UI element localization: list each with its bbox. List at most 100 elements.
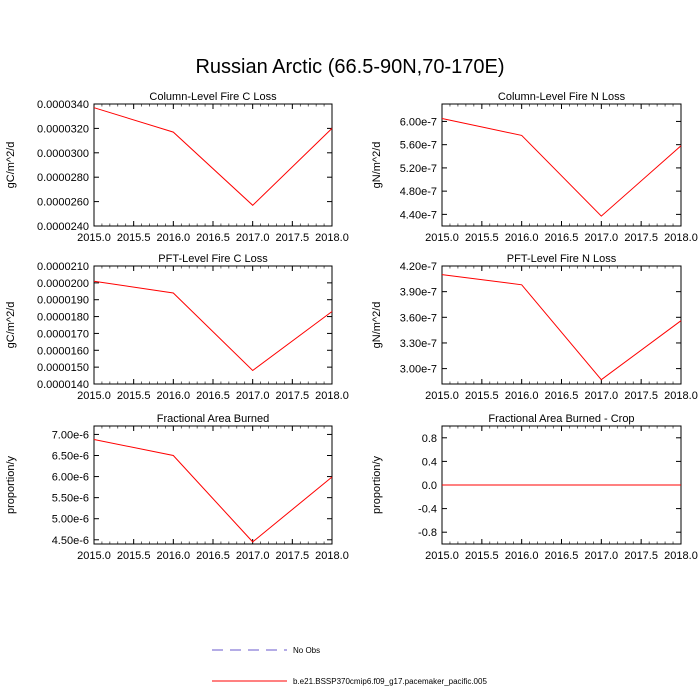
x-tick-label: 2017.5 <box>276 550 310 562</box>
x-tick-label: 2016.5 <box>196 390 230 402</box>
y-tick-label: 6.00e-6 <box>52 472 89 484</box>
y-tick-label: 0.0000150 <box>37 362 89 374</box>
plot-frame <box>93 425 333 545</box>
figure-title: Russian Arctic (66.5-90N,70-170E) <box>195 56 505 78</box>
x-tick-label: 2017.5 <box>624 232 658 244</box>
y-tick-label: 4.20e-7 <box>400 261 437 273</box>
chart-panel-1: Column-Level Fire C Loss gC/m^2/d 2015.0 20… <box>5 91 349 244</box>
x-tick-label: 2015.5 <box>117 232 151 244</box>
y-tick-label: 5.60e-7 <box>400 140 437 152</box>
y-tick-label: 0.0000200 <box>37 278 89 290</box>
y-tick-label: 3.30e-7 <box>400 338 437 350</box>
y-tick-label: 7.00e-6 <box>52 429 89 441</box>
panel-title: Fractional Area Burned - Crop <box>488 413 634 425</box>
y-tick-label: 5.50e-6 <box>52 493 89 505</box>
series-line <box>93 280 333 372</box>
chart-panel-3: PFT-Level Fire C Loss gC/m^2/d 2015.0 2015.… <box>5 253 349 402</box>
x-tick-label: 2017.0 <box>585 232 619 244</box>
x-tick-label: 2015.0 <box>77 390 111 402</box>
x-tick-label: 2016.0 <box>505 390 539 402</box>
y-tick-label: 4.50e-6 <box>52 535 89 547</box>
y-axis-label: gN/m^2/d <box>371 142 383 189</box>
y-tick-label: 3.90e-7 <box>400 287 437 299</box>
x-tick-label: 2016.0 <box>505 232 539 244</box>
chart-panel-4: PFT-Level Fire N Loss gN/m^2/d 2015.0 2015.… <box>371 253 698 402</box>
y-tick-label: 0.0000280 <box>37 172 89 184</box>
x-tick-label: 2015.5 <box>117 390 151 402</box>
x-tick-label: 2017.5 <box>624 390 658 402</box>
x-tick-label: 2017.0 <box>236 232 270 244</box>
plot-frame <box>441 265 682 385</box>
y-tick-label: 0.4 <box>422 456 437 468</box>
x-tick-label: 2016.0 <box>505 550 539 562</box>
x-tick-label: 2015.5 <box>117 550 151 562</box>
chart-panel-5: Fractional Area Burned proportion/y 2015.0… <box>5 413 349 562</box>
y-axis-label: gC/m^2/d <box>5 142 17 189</box>
x-tick-label: 2016.5 <box>545 550 579 562</box>
panel-title: PFT-Level Fire N Loss <box>507 253 617 265</box>
panel-title: Column-Level Fire C Loss <box>149 91 277 103</box>
series-line <box>441 118 682 217</box>
y-tick-label: 0.0000160 <box>37 345 89 357</box>
x-tick-label: 2015.5 <box>465 232 499 244</box>
x-tick-label: 2016.0 <box>157 550 191 562</box>
y-tick-label: 0.0000300 <box>37 148 89 160</box>
x-tick-label: 2016.5 <box>545 390 579 402</box>
x-tick-label: 2015.0 <box>77 550 111 562</box>
y-tick-label: 0.0000140 <box>37 379 89 391</box>
chart-legend: No Obs b.e21.BSSP370cmip6.f09_g17.pacema… <box>212 646 487 686</box>
x-tick-label: 2015.5 <box>465 550 499 562</box>
x-tick-label: 2017.0 <box>585 550 619 562</box>
y-tick-label: 4.40e-7 <box>400 209 437 221</box>
y-axis-label: gC/m^2/d <box>5 302 17 349</box>
y-tick-label: 0.0000320 <box>37 123 89 135</box>
x-tick-label: 2016.5 <box>196 550 230 562</box>
x-tick-label: 2018.0 <box>664 550 698 562</box>
x-tick-label: 2016.0 <box>157 232 191 244</box>
y-tick-label: -0.8 <box>418 527 437 539</box>
legend-obs-label: No Obs <box>293 646 320 655</box>
x-tick-label: 2015.0 <box>425 232 459 244</box>
series-line <box>93 439 333 543</box>
y-tick-label: 0.0000190 <box>37 295 89 307</box>
y-tick-label: -0.4 <box>418 504 437 516</box>
x-tick-label: 2017.0 <box>236 390 270 402</box>
y-tick-label: 0.0000240 <box>37 221 89 233</box>
series-line <box>441 274 682 381</box>
y-tick-label: 0.0 <box>422 480 437 492</box>
x-tick-label: 2015.0 <box>425 550 459 562</box>
x-tick-label: 2015.0 <box>77 232 111 244</box>
series-line <box>93 107 333 206</box>
x-tick-label: 2018.0 <box>315 550 349 562</box>
x-tick-label: 2018.0 <box>315 232 349 244</box>
y-tick-label: 6.00e-7 <box>400 116 437 128</box>
legend-model-label: b.e21.BSSP370cmip6.f09_g17.pacemaker_pac… <box>293 677 487 686</box>
x-tick-label: 2016.0 <box>157 390 191 402</box>
x-tick-label: 2015.5 <box>465 390 499 402</box>
y-tick-label: 0.0000340 <box>37 99 89 111</box>
chart-panels: Column-Level Fire C Loss gC/m^2/d 2015.0 20… <box>5 91 698 562</box>
plot-frame <box>93 103 333 227</box>
x-tick-label: 2017.5 <box>624 550 658 562</box>
panel-title: Column-Level Fire N Loss <box>498 91 626 103</box>
x-tick-label: 2017.0 <box>236 550 270 562</box>
x-tick-label: 2017.0 <box>585 390 619 402</box>
y-tick-label: 0.0000180 <box>37 312 89 324</box>
y-axis-label: proportion/y <box>5 455 17 514</box>
panel-title: Fractional Area Burned <box>157 413 270 425</box>
x-tick-label: 2015.0 <box>425 390 459 402</box>
plot-frame <box>93 265 333 385</box>
y-axis-label: gN/m^2/d <box>371 302 383 349</box>
y-tick-label: 5.00e-6 <box>52 514 89 526</box>
x-tick-label: 2018.0 <box>664 232 698 244</box>
x-tick-label: 2016.5 <box>545 232 579 244</box>
y-tick-label: 6.50e-6 <box>52 451 89 463</box>
y-tick-label: 0.0000170 <box>37 328 89 340</box>
y-tick-label: 0.8 <box>422 433 437 445</box>
y-axis-label: proportion/y <box>371 455 383 514</box>
x-tick-label: 2017.5 <box>276 232 310 244</box>
x-tick-label: 2018.0 <box>315 390 349 402</box>
y-tick-label: 3.00e-7 <box>400 364 437 376</box>
plot-frame <box>441 103 682 227</box>
